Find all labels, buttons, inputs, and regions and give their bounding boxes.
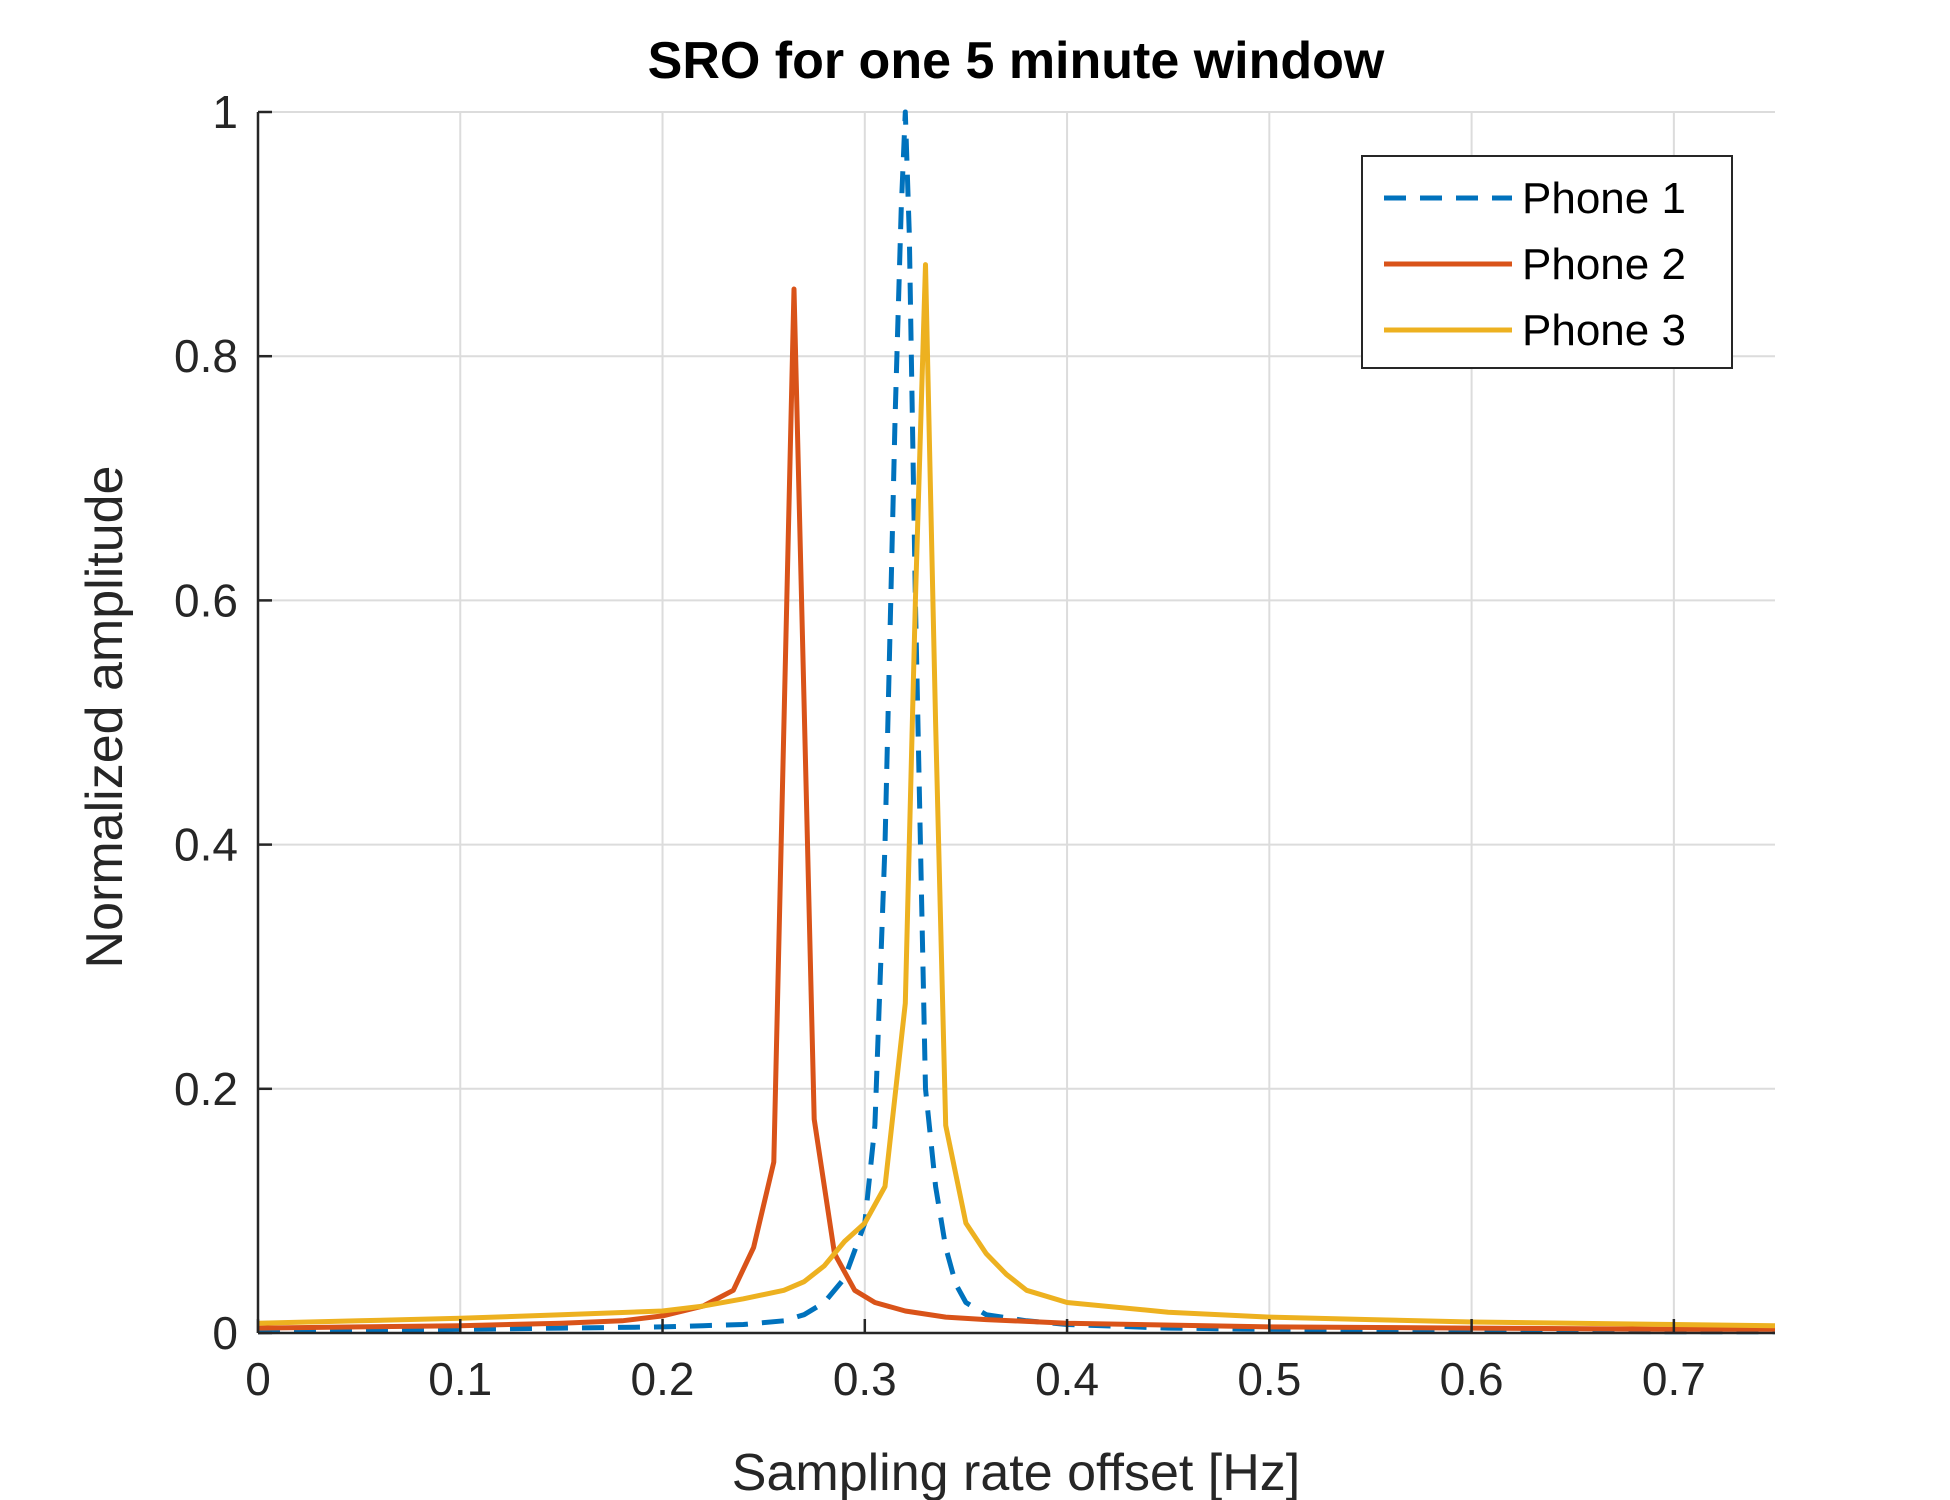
series-line-3 [257,262,1776,1329]
x-tick-label: 0.7 [1642,1353,1706,1405]
x-tick-label: 0.1 [428,1353,492,1405]
x-tick-label: 0.4 [1035,1353,1099,1405]
x-tick-label: 0 [245,1353,271,1405]
legend-label-3: Phone 3 [1522,306,1686,355]
plot-area [257,109,1776,1335]
y-axis-label: Normalized amplitude [76,466,134,969]
y-tick-label: 1 [212,86,238,138]
y-tick-label: 0.8 [174,330,238,382]
x-tick-label: 0.2 [631,1353,695,1405]
legend-label-1: Phone 1 [1522,174,1686,223]
x-axis-label: Sampling rate offset [Hz] [732,1444,1300,1500]
y-tick-label: 0.4 [174,819,238,871]
legend-label-2: Phone 2 [1522,240,1686,289]
axes: 0 0.1 0.2 0.3 0.4 0.5 0.6 0.7 0 0.2 0.4 0.6 0.8 1 [174,86,1775,1405]
y-tick-label: 0 [212,1307,238,1359]
y-tick-label: 0.6 [174,574,238,626]
y-tick-label: 0.2 [174,1063,238,1115]
x-tick-label: 0.3 [833,1353,897,1405]
legend: Phone 1 Phone 2 Phone 3 [1361,155,1733,369]
chart-title: SRO for one 5 minute window [648,32,1385,90]
x-tick-label: 0.6 [1440,1353,1504,1405]
x-tick-label: 0.5 [1237,1353,1301,1405]
series-line-2 [257,286,1775,1332]
